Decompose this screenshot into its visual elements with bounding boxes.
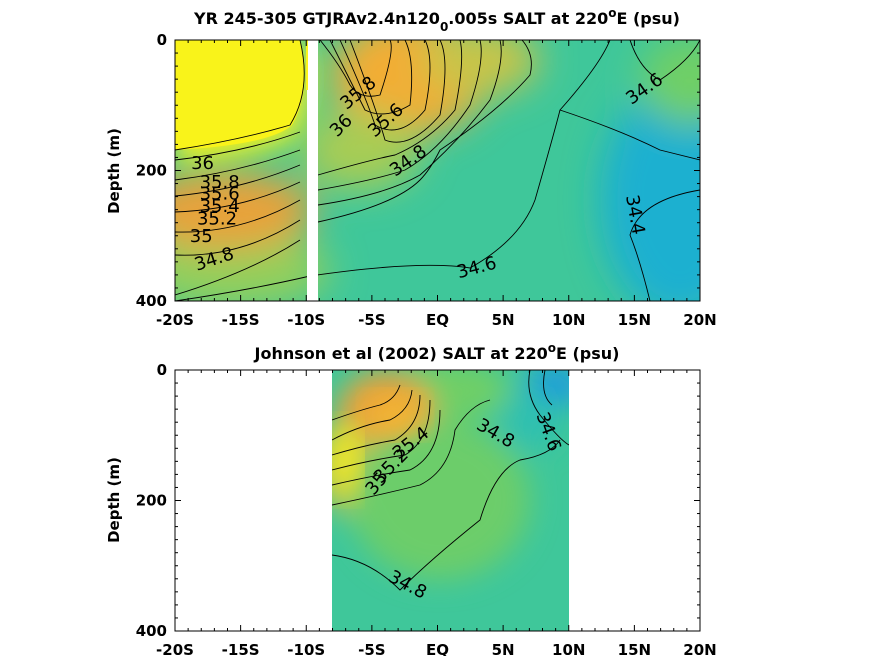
x-tick-label: EQ	[426, 641, 449, 656]
x-tick-label: 5N	[492, 641, 515, 656]
x-tick-label: 15N	[618, 641, 651, 656]
panel-title: Johnson et al (2002) SALT at 220oE (psu)	[254, 341, 620, 363]
x-tick-label: EQ	[426, 311, 449, 329]
axes: -20S -15S -10S -5S EQ 5N 10N 15N 20N 0 200 400	[136, 361, 717, 656]
panel-model: YR 245-305 GTJRAv2.4n1200.005s SALT at 2…	[105, 6, 717, 329]
x-tick-label: 15N	[618, 311, 651, 329]
y-tick-label: 400	[136, 622, 167, 640]
contour-label: 35.6	[200, 184, 240, 205]
x-tick-label: -10S	[287, 641, 325, 656]
y-tick-label: 200	[136, 162, 167, 180]
x-tick-label: -5S	[358, 641, 385, 656]
x-tick-label: -10S	[287, 311, 325, 329]
panel-observation: Johnson et al (2002) SALT at 220oE (psu)	[105, 341, 717, 656]
x-tick-label: 20N	[683, 641, 716, 656]
x-tick-label: 5N	[492, 311, 515, 329]
x-tick-label: -20S	[156, 311, 194, 329]
x-tick-label: -15S	[222, 311, 260, 329]
x-tick-label: 20N	[683, 311, 716, 329]
contour-label: 35.4	[200, 196, 240, 217]
contour-label: 36	[191, 153, 214, 174]
y-tick-label: 0	[157, 31, 167, 49]
y-tick-label: 0	[157, 361, 167, 379]
contour-lines	[332, 370, 569, 591]
y-tick-label: 200	[136, 492, 167, 510]
x-tick-label: 10N	[552, 641, 585, 656]
x-tick-label: 10N	[552, 311, 585, 329]
y-axis-label: Depth (m)	[105, 128, 123, 214]
contour-lines	[175, 40, 700, 301]
x-tick-label: -15S	[222, 641, 260, 656]
contour-label: 35.2	[197, 208, 237, 229]
masked-column	[307, 40, 318, 301]
contour-label: 35	[190, 226, 213, 247]
x-tick-label: -20S	[156, 641, 194, 656]
panel-title: YR 245-305 GTJRAv2.4n1200.005s SALT at 2…	[193, 6, 680, 34]
x-tick-label: -5S	[358, 311, 385, 329]
y-axis-label: Depth (m)	[105, 457, 123, 543]
axes: -20S -15S -10S -5S EQ 5N 10N 15N 20N 0 200 400	[136, 31, 717, 329]
y-tick-label: 400	[136, 292, 167, 310]
contour-label: 35.8	[200, 172, 240, 193]
